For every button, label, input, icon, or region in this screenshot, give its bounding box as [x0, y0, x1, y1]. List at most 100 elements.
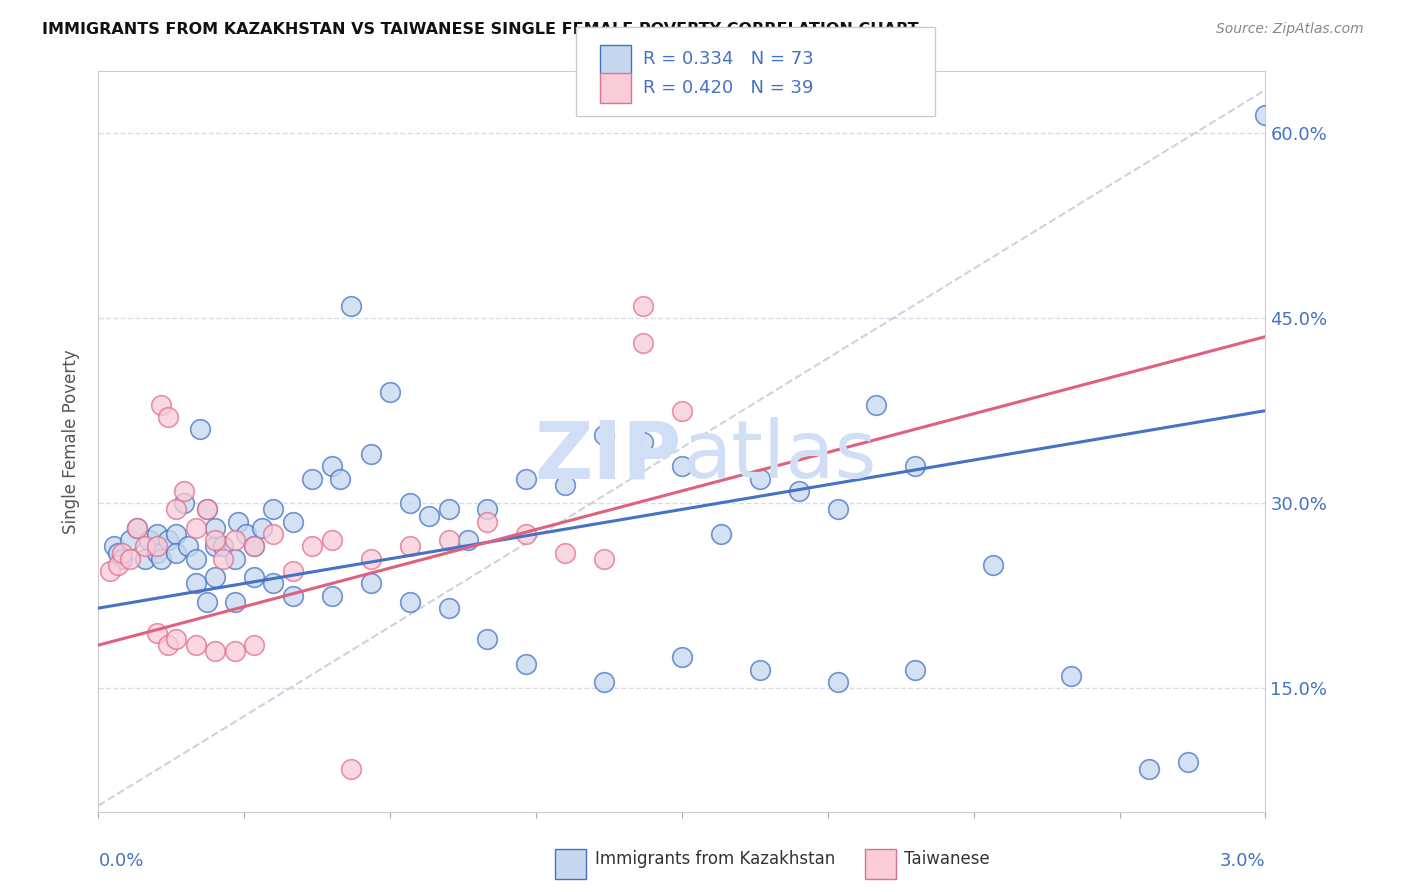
Point	[228, 515, 250, 529]
Point	[981, 558, 1004, 572]
Point	[554, 545, 576, 560]
Point	[437, 533, 460, 548]
Point	[111, 545, 134, 560]
Point	[243, 540, 266, 554]
Point	[165, 527, 187, 541]
Point	[321, 589, 343, 603]
Point	[177, 540, 200, 554]
Point	[103, 540, 125, 554]
Point	[593, 675, 616, 690]
Point	[827, 502, 849, 516]
Point	[204, 533, 226, 548]
Point	[157, 533, 180, 548]
Point	[281, 564, 304, 578]
Point	[787, 483, 810, 498]
Point	[710, 527, 733, 541]
Point	[107, 558, 129, 572]
Point	[250, 521, 273, 535]
Point	[1177, 756, 1199, 770]
Point	[224, 644, 246, 658]
Point	[127, 521, 149, 535]
Point	[157, 638, 180, 652]
Point	[865, 398, 887, 412]
Point	[593, 551, 616, 566]
Point	[437, 601, 460, 615]
Point	[418, 508, 440, 523]
Point	[457, 533, 479, 548]
Point	[243, 638, 266, 652]
Point	[380, 385, 402, 400]
Text: ZIP: ZIP	[534, 417, 682, 495]
Point	[173, 496, 195, 510]
Text: R = 0.334   N = 73: R = 0.334 N = 73	[643, 51, 813, 69]
Point	[118, 551, 141, 566]
Point	[107, 545, 129, 560]
Point	[98, 564, 121, 578]
Point	[149, 551, 172, 566]
Point	[262, 527, 284, 541]
Point	[340, 299, 363, 313]
Point	[149, 398, 172, 412]
Point	[212, 551, 235, 566]
Point	[477, 502, 499, 516]
Point	[1060, 669, 1083, 683]
Point	[321, 533, 343, 548]
Point	[593, 428, 616, 442]
Point	[262, 576, 284, 591]
Point	[243, 570, 266, 584]
Text: Immigrants from Kazakhstan: Immigrants from Kazakhstan	[595, 850, 835, 868]
Point	[262, 502, 284, 516]
Point	[515, 527, 537, 541]
Point	[157, 409, 180, 424]
Point	[301, 471, 323, 485]
Text: IMMIGRANTS FROM KAZAKHSTAN VS TAIWANESE SINGLE FEMALE POVERTY CORRELATION CHART: IMMIGRANTS FROM KAZAKHSTAN VS TAIWANESE …	[42, 22, 918, 37]
Point	[904, 663, 927, 677]
Point	[134, 551, 156, 566]
Point	[165, 545, 187, 560]
Point	[827, 675, 849, 690]
Point	[127, 521, 149, 535]
Point	[398, 496, 420, 510]
Point	[195, 502, 218, 516]
Point	[224, 551, 246, 566]
Point	[671, 650, 693, 665]
Point	[146, 540, 169, 554]
Point	[184, 638, 207, 652]
Point	[195, 502, 218, 516]
Point	[204, 521, 226, 535]
Point	[477, 632, 499, 646]
Point	[1254, 107, 1277, 121]
Point	[165, 632, 187, 646]
Point	[146, 527, 169, 541]
Text: atlas: atlas	[682, 417, 876, 495]
Point	[281, 515, 304, 529]
Point	[212, 540, 235, 554]
Text: R = 0.420   N = 39: R = 0.420 N = 39	[643, 79, 813, 97]
Point	[301, 540, 323, 554]
Text: 3.0%: 3.0%	[1220, 853, 1265, 871]
Point	[360, 576, 382, 591]
Point	[235, 527, 257, 541]
Point	[195, 595, 218, 609]
Y-axis label: Single Female Poverty: Single Female Poverty	[62, 350, 80, 533]
Point	[184, 576, 207, 591]
Point	[515, 471, 537, 485]
Point	[748, 663, 770, 677]
Point	[146, 625, 169, 640]
Point	[321, 459, 343, 474]
Point	[671, 459, 693, 474]
Point	[184, 551, 207, 566]
Text: Source: ZipAtlas.com: Source: ZipAtlas.com	[1216, 22, 1364, 37]
Text: 0.0%: 0.0%	[98, 853, 143, 871]
Point	[671, 403, 693, 417]
Point	[224, 533, 246, 548]
Point	[360, 447, 382, 461]
Point	[281, 589, 304, 603]
Point	[437, 502, 460, 516]
Point	[204, 570, 226, 584]
Text: Taiwanese: Taiwanese	[904, 850, 990, 868]
Point	[138, 533, 160, 548]
Point	[329, 471, 352, 485]
Point	[398, 595, 420, 609]
Point	[398, 540, 420, 554]
